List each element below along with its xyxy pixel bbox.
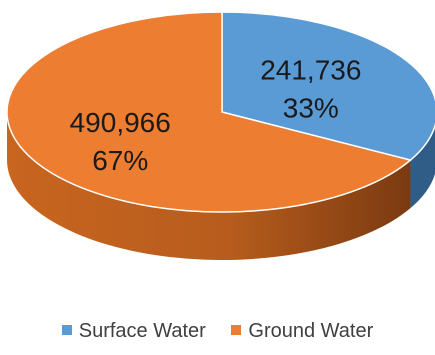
legend-label-surface-water: Surface Water <box>78 320 206 342</box>
data-label-percent-surface-water: 33% <box>283 93 339 124</box>
legend-swatch-surface-water <box>61 325 72 335</box>
legend: Surface Water Ground Water <box>0 320 435 343</box>
data-label-value-surface-water: 241,736 <box>260 55 361 86</box>
legend-label-ground-water: Ground Water <box>248 320 374 342</box>
legend-swatch-ground-water <box>231 325 242 335</box>
slice-top-ground-water <box>6 11 413 213</box>
legend-item-surface-water: Surface Water <box>61 320 206 343</box>
slice-top-surface-water <box>221 11 435 161</box>
data-label-percent-ground-water: 67% <box>92 145 148 176</box>
slice-side-ground-water <box>7 112 411 260</box>
legend-item-ground-water: Ground Water <box>231 320 373 343</box>
slice-side-surface-water <box>410 125 435 209</box>
data-label-value-ground-water: 490,966 <box>70 107 171 138</box>
